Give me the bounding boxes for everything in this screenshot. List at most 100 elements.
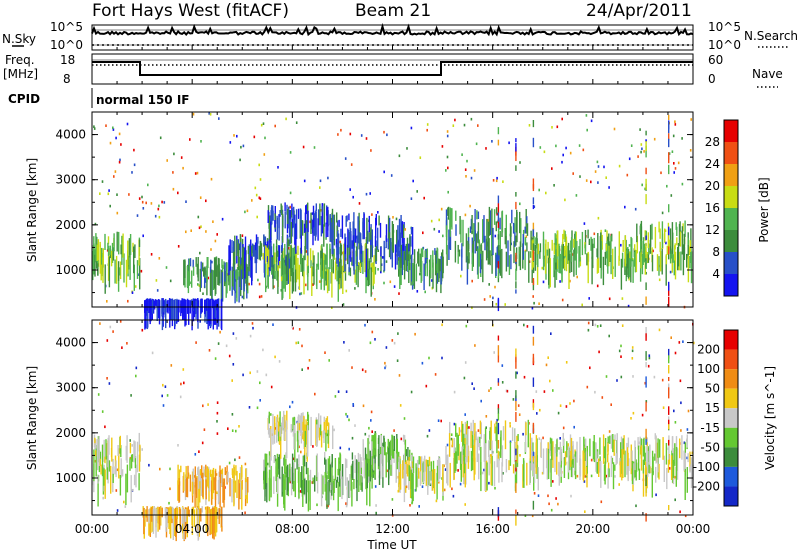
echo-cell (170, 506, 172, 539)
echo-cell (406, 237, 409, 266)
scatter-cell (485, 415, 488, 418)
echo-cell (565, 240, 568, 272)
scatter-cell (434, 373, 437, 376)
scatter-cell (274, 124, 276, 128)
streak-cell (532, 402, 535, 411)
echo-cell (361, 476, 363, 492)
scatter-cell (686, 428, 689, 431)
echo-cell (293, 462, 295, 491)
echo-cell (632, 463, 635, 485)
scatter-cell (644, 187, 646, 191)
scatter-cell (116, 509, 119, 512)
echo-cell (453, 438, 455, 453)
scatter-cell (112, 126, 114, 130)
echo-cell (690, 251, 693, 284)
scatter-cell (166, 394, 169, 397)
echo-cell (247, 245, 250, 255)
scatter-cell (470, 176, 473, 180)
scatter-cell (494, 234, 497, 238)
scatter-cell (533, 301, 535, 305)
echo-cell (200, 478, 203, 496)
scatter-cell (451, 487, 453, 491)
scatter-cell (465, 175, 467, 178)
echo-cell (303, 415, 305, 441)
echo-cell (233, 260, 235, 287)
colorbar-tick-label: 8 (712, 245, 720, 259)
echo-cell (295, 262, 298, 282)
scatter-cell (637, 155, 639, 158)
echo-cell (596, 258, 599, 274)
streak-cell (668, 121, 670, 134)
echo-cell (461, 421, 463, 442)
echo-cell (447, 206, 450, 220)
scatter-cell (614, 475, 616, 478)
echo-cell (208, 298, 210, 323)
scatter-cell (194, 172, 197, 175)
echo-cell (187, 465, 189, 477)
echo-cell (610, 235, 612, 254)
echo-cell (320, 216, 323, 237)
echo-cell (687, 232, 689, 259)
echo-cell (524, 250, 526, 271)
scatter-cell (483, 468, 485, 472)
echo-cell (268, 249, 270, 268)
streak-cell (645, 167, 647, 175)
echo-cell (203, 466, 205, 478)
scatter-cell (371, 213, 373, 216)
echo-cell (686, 253, 688, 268)
echo-cell (402, 224, 405, 238)
scatter-cell (672, 134, 675, 138)
echo-cell (687, 453, 689, 463)
echo-cell (126, 264, 129, 274)
echo-cell (433, 469, 436, 494)
echo-cell (591, 256, 593, 285)
echo-cell (584, 244, 586, 255)
echo-cell (585, 455, 588, 478)
scatter-cell (180, 156, 183, 159)
echo-cell (647, 450, 649, 477)
scatter-cell (653, 375, 656, 379)
echo-cell (195, 257, 197, 267)
echo-cell (192, 506, 194, 514)
scatter-cell (528, 260, 531, 263)
scatter-cell (334, 395, 337, 398)
echo-cell (405, 464, 407, 486)
echo-cell (200, 261, 202, 288)
echo-cell (275, 458, 277, 482)
scatter-cell (258, 196, 261, 200)
echo-cell (351, 481, 353, 507)
scatter-cell (158, 204, 160, 208)
echo-cell (106, 455, 108, 480)
streak-cell (668, 348, 670, 359)
scatter-cell (425, 384, 428, 388)
echo-cell (365, 245, 367, 278)
scatter-cell (473, 387, 475, 390)
echo-cell (320, 474, 323, 507)
echo-cell (467, 429, 469, 457)
echo-cell (197, 509, 199, 541)
streak-cell (497, 203, 500, 214)
echo-cell (470, 430, 472, 448)
scatter-cell (495, 302, 498, 306)
scatter-cell (597, 216, 600, 220)
echo-cell (92, 251, 94, 268)
echo-cell (319, 203, 321, 226)
scatter-cell (370, 419, 372, 422)
echo-cell (326, 416, 329, 427)
echo-cell (315, 455, 318, 482)
echo-cell (286, 410, 288, 430)
echo-cell (290, 466, 293, 496)
scatter-cell (340, 128, 342, 132)
echo-cell (604, 461, 606, 485)
echo-cell (121, 469, 124, 477)
scatter-cell (674, 421, 677, 424)
scatter-cell (570, 494, 572, 498)
scatter-cell (660, 171, 662, 175)
scatter-cell (162, 404, 165, 407)
echo-cell (568, 446, 570, 473)
streak-cell (515, 165, 517, 171)
scatter-cell (605, 375, 608, 378)
echo-cell (128, 238, 131, 258)
echo-cell (388, 447, 390, 479)
